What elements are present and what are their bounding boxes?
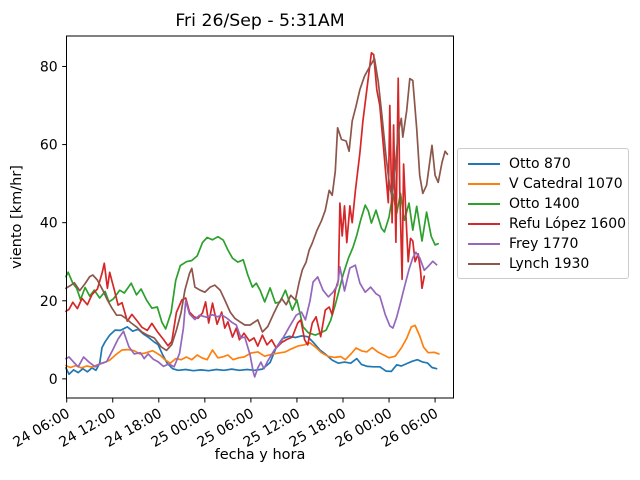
legend-label: Refu López 1600 xyxy=(509,216,627,232)
legend-label: V Catedral 1070 xyxy=(509,176,623,192)
legend-line-swatch xyxy=(468,223,500,225)
plot-area xyxy=(65,51,449,378)
legend-line-swatch xyxy=(468,183,500,185)
legend-item: V Catedral 1070 xyxy=(468,174,623,194)
legend-item: Otto 870 xyxy=(468,154,620,174)
legend-item: Otto 1400 xyxy=(468,194,620,214)
y-tick-label: 60 xyxy=(40,138,58,154)
series-line-lynch-1930 xyxy=(65,57,449,352)
x-axis-label: fecha y hora xyxy=(215,447,306,463)
legend-line-swatch xyxy=(468,203,500,205)
axes-border xyxy=(66,35,454,399)
series-line-refu-lópez-1600 xyxy=(65,51,426,349)
series-line-v-catedral-1070 xyxy=(65,324,440,369)
series-line-otto-870 xyxy=(65,326,438,376)
legend-label: Otto 870 xyxy=(509,156,571,172)
legend-line-swatch xyxy=(468,263,500,265)
y-tick-label: 0 xyxy=(49,372,58,388)
legend-line-swatch xyxy=(468,243,500,245)
y-tick-label: 20 xyxy=(40,294,58,310)
legend: Otto 870 V Catedral 1070 Otto 1400 Refu Lóp… xyxy=(457,148,629,279)
legend-label: Otto 1400 xyxy=(509,196,580,212)
legend-line-swatch xyxy=(468,163,500,165)
series-line-otto-1400 xyxy=(65,192,440,336)
legend-label: Lynch 1930 xyxy=(509,256,590,272)
legend-item: Refu López 1600 xyxy=(468,214,626,234)
legend-item: Lynch 1930 xyxy=(468,254,620,274)
chart-title: Fri 26/Sep - 5:31AM xyxy=(175,11,344,31)
series-line-frey-1770 xyxy=(65,251,438,378)
y-axis-label: viento [km/hr] xyxy=(9,165,25,269)
legend-item: Frey 1770 xyxy=(468,234,620,254)
y-tick-label: 80 xyxy=(40,59,58,75)
legend-label: Frey 1770 xyxy=(509,236,579,252)
y-tick-label: 40 xyxy=(40,216,58,232)
